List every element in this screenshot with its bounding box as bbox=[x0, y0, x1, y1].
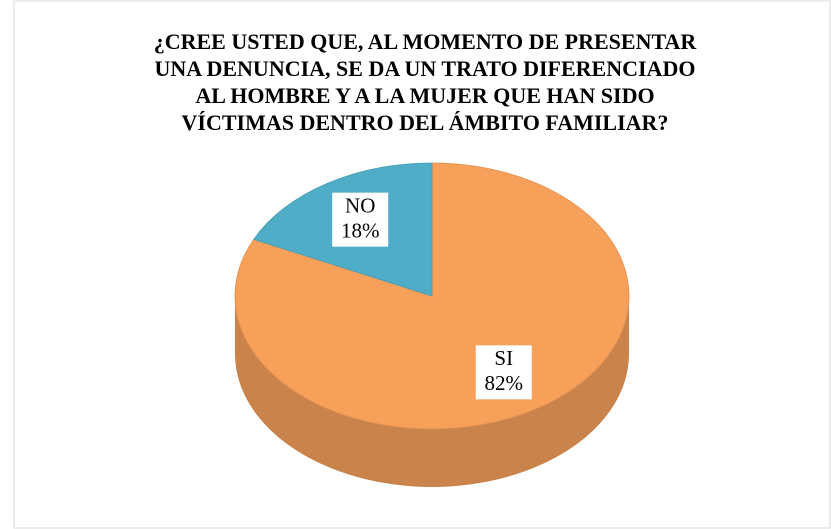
chart-title: UNA DENUNCIA, SE DA UN TRATO DIFERENCIAD… bbox=[155, 56, 696, 81]
data-label-value: 82% bbox=[485, 371, 524, 395]
data-label-category: NO bbox=[345, 193, 375, 217]
data-label-category: SI bbox=[494, 346, 513, 370]
data-label-box bbox=[475, 345, 532, 400]
chart-title: ¿CREE USTED QUE, AL MOMENTO DE PRESENTAR bbox=[154, 29, 698, 54]
chart-title: VÍCTIMAS DENTRO DEL ÁMBITO FAMILIAR? bbox=[182, 110, 669, 135]
slice-side bbox=[235, 296, 629, 487]
data-label-box bbox=[332, 192, 389, 247]
data-label-value: 18% bbox=[341, 218, 380, 242]
chart-title: AL HOMBRE Y A LA MUJER QUE HAN SIDO bbox=[195, 83, 654, 108]
